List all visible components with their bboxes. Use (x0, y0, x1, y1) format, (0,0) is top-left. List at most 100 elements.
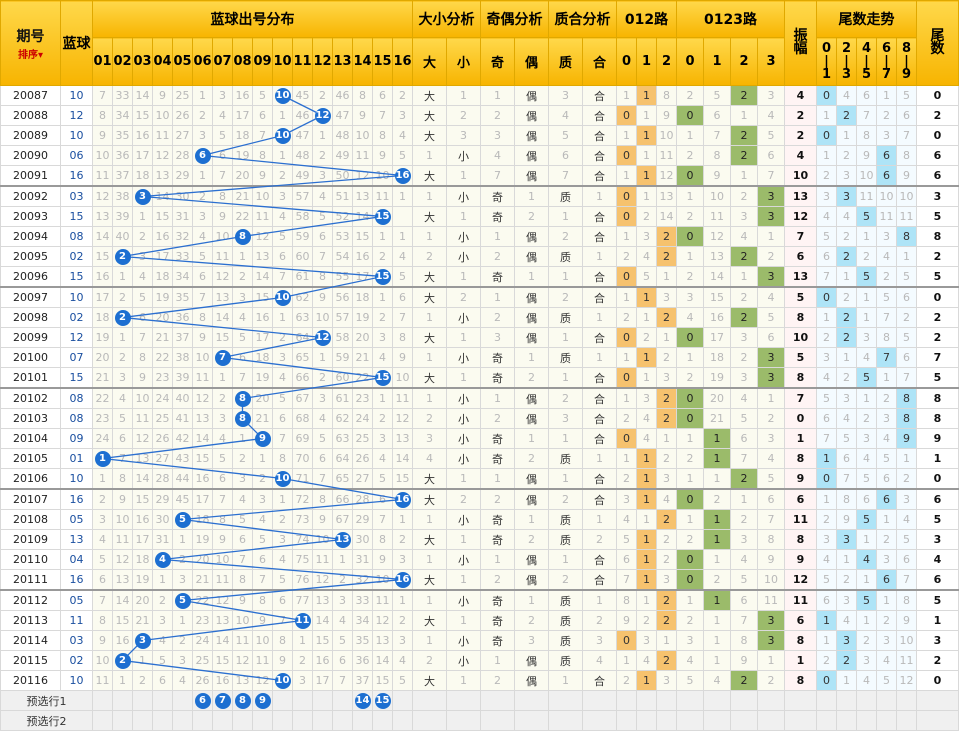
preselect-cell[interactable] (172, 710, 193, 731)
distribution-cell: 1 (192, 165, 213, 187)
road012-cell: 2 (656, 610, 677, 631)
distribution-cell: 25 (172, 85, 193, 106)
tail-trend-cell: 2 (836, 226, 857, 247)
distribution-cell: 46 (292, 105, 313, 126)
preselect-cell[interactable] (152, 690, 173, 711)
preselect-cell[interactable] (132, 690, 153, 711)
prime-cell: 质 (548, 610, 583, 631)
preselect-cell[interactable] (352, 710, 373, 731)
preselect-cell[interactable]: 8 (232, 690, 253, 711)
size-cell: 小 (446, 347, 481, 368)
size-cell: 小 (446, 509, 481, 530)
preselect-cell[interactable] (132, 710, 153, 731)
preselect-ball[interactable]: 7 (214, 692, 231, 709)
preselect-cell[interactable] (232, 710, 253, 731)
parity-cell: 奇 (480, 509, 515, 530)
preselect-cell[interactable] (172, 690, 193, 711)
tail-trend-cell: 2 (856, 246, 877, 267)
distribution-cell: 12 (212, 266, 233, 288)
distribution-cell: 5 (232, 327, 253, 348)
preselect-ball[interactable]: 14 (354, 692, 371, 709)
preselect-cell[interactable] (152, 710, 173, 731)
preselect-row[interactable]: 预选行2 (0, 710, 959, 731)
prime-label: 合 (582, 37, 617, 86)
road0123-cell: 6 (757, 488, 785, 510)
table-row: 20087 10 7 33 14 9 25 1 3 16 5 10 45 2 46 8 6 2 大 1 1 偶 3 合 1 1 8 2… (0, 85, 959, 106)
distribution-cell: 8 (212, 185, 233, 207)
amplitude-cell: 12 (784, 569, 817, 591)
preselect-cell[interactable] (312, 690, 333, 711)
preselect-cell[interactable] (192, 710, 213, 731)
distribution-cell: 62 (332, 408, 353, 429)
road0123-cell: 6 (757, 327, 785, 348)
road0123-cell: 5 (730, 569, 758, 591)
distribution-cell: 14 (192, 428, 213, 449)
road012-cell: 2 (656, 650, 677, 671)
period-cell: 20109 (0, 529, 61, 550)
size-cell: 1 (412, 589, 447, 611)
prime-cell: 1 (548, 549, 583, 570)
tail-group-label: 0 | 1 (816, 37, 837, 86)
preselect-cell[interactable]: 14 (352, 690, 373, 711)
distribution-cell: 37 (112, 165, 133, 187)
preselect-empty (916, 710, 959, 731)
distribution-cell: 7 (312, 246, 333, 267)
preselect-cell[interactable] (272, 710, 293, 731)
distribution-cell: 10 (232, 610, 253, 631)
sort-link[interactable]: 排序▾ (17, 49, 44, 61)
preselect-cell[interactable] (292, 710, 313, 731)
amplitude-cell: 8 (784, 630, 817, 651)
preselect-row[interactable]: 预选行1 6 7 8 9 14 15 (0, 690, 959, 711)
road012-cell: 1 (616, 125, 637, 146)
distribution-cell: 24 (92, 428, 113, 449)
preselect-cell[interactable]: 7 (212, 690, 233, 711)
amplitude-label: 振幅 (793, 28, 808, 57)
preselect-cell[interactable] (292, 690, 313, 711)
preselect-ball[interactable]: 15 (374, 692, 391, 709)
preselect-cell[interactable] (212, 710, 233, 731)
preselect-empty (730, 690, 758, 711)
tail-trend-cell: 4 (836, 206, 857, 227)
distribution-cell: 40 (112, 226, 133, 247)
road012-cell: 1 (636, 165, 657, 187)
preselect-cell[interactable]: 9 (252, 690, 273, 711)
preselect-cell[interactable] (112, 710, 133, 731)
preselect-ball[interactable]: 8 (234, 692, 251, 709)
road012-cell: 1 (636, 468, 657, 490)
size-cell: 1 (446, 610, 481, 631)
distribution-cell: 10 (272, 286, 293, 308)
preselect-cell[interactable] (332, 690, 353, 711)
distribution-cell: 18 (132, 549, 153, 570)
distribution-cell: 9 (92, 630, 113, 651)
preselect-ball[interactable]: 9 (254, 692, 271, 709)
distribution-cell: 33 (112, 85, 133, 106)
distribution-cell: 11 (312, 549, 333, 570)
preselect-cell[interactable]: 6 (192, 690, 213, 711)
preselect-cell[interactable] (332, 710, 353, 731)
distribution-cell: 1 (232, 428, 253, 449)
preselect-cell[interactable] (392, 690, 413, 711)
road0123-cell: 11 (703, 206, 731, 227)
road0123-cell: 0 (676, 165, 704, 187)
preselect-cell[interactable] (272, 690, 293, 711)
preselect-cell[interactable] (252, 710, 273, 731)
preselect-cell[interactable] (392, 710, 413, 731)
tail-trend-cell: 4 (836, 85, 857, 106)
distribution-cell: 75 (292, 549, 313, 570)
preselect-cell[interactable]: 15 (372, 690, 393, 711)
road012-cell: 2 (636, 327, 657, 348)
preselect-cell[interactable] (92, 710, 113, 731)
amplitude-cell: 9 (784, 468, 817, 490)
preselect-cell[interactable] (92, 690, 113, 711)
preselect-cell[interactable] (112, 690, 133, 711)
size-cell: 1 (446, 529, 481, 550)
preselect-ball[interactable]: 6 (194, 692, 211, 709)
blue-ball: 10 (274, 470, 291, 487)
distribution-cell: 7 (212, 347, 233, 368)
preselect-cell[interactable] (312, 710, 333, 731)
distribution-cell: 11 (212, 246, 233, 267)
distribution-cell: 60 (332, 367, 353, 389)
tail-header: 尾数 (916, 0, 959, 86)
prime-cell: 2 (548, 387, 583, 409)
preselect-cell[interactable] (372, 710, 393, 731)
